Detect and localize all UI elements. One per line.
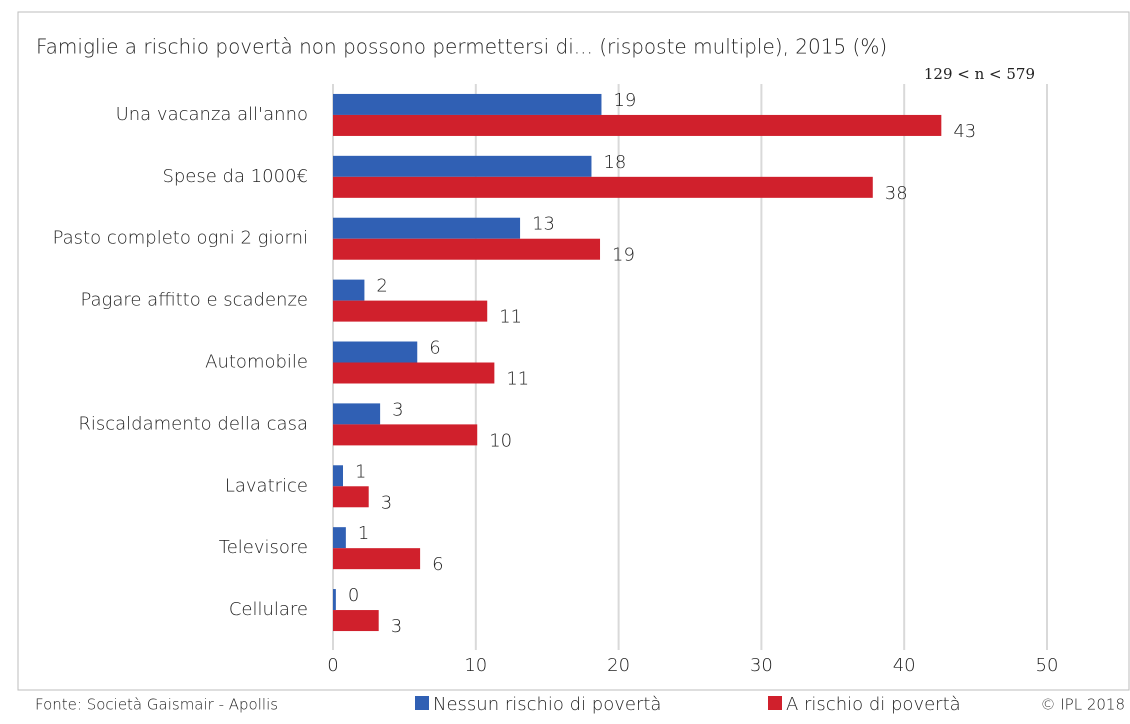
- bar: [333, 217, 521, 239]
- bar: [333, 610, 379, 632]
- legend-swatch: [768, 696, 782, 710]
- bar: [333, 465, 343, 487]
- x-tick-label: 30: [750, 655, 773, 676]
- y-tick-label: Spese da 1000€: [162, 166, 308, 187]
- bar: [333, 548, 421, 570]
- chart-title: Famiglie a rischio povertà non possono p…: [36, 35, 887, 59]
- data-label: 0: [348, 585, 359, 606]
- bar: [333, 176, 873, 198]
- bar: [333, 424, 478, 446]
- data-label: 11: [506, 369, 529, 390]
- data-label: 19: [613, 90, 636, 111]
- bar: [333, 403, 381, 425]
- y-tick-label: Lavatrice: [225, 475, 308, 496]
- bar: [333, 279, 365, 301]
- copyright: © IPL 2018: [1040, 696, 1125, 714]
- data-label: 6: [432, 554, 443, 575]
- bar: [333, 155, 592, 177]
- data-label: 3: [381, 492, 392, 513]
- data-label: 1: [355, 461, 366, 482]
- data-label: 3: [392, 399, 403, 420]
- data-label: 6: [429, 338, 440, 359]
- y-tick-label: Cellulare: [229, 599, 308, 620]
- y-tick-label: Riscaldamento della casa: [78, 413, 308, 434]
- y-tick-label: Pasto completo ogni 2 giorni: [53, 228, 308, 249]
- data-label: 2: [376, 276, 387, 297]
- bar: [333, 589, 336, 611]
- data-label: 43: [953, 121, 976, 142]
- frame: [17, 11, 1130, 691]
- data-label: 10: [489, 430, 512, 451]
- source: Fonte: Società Gaismair - Apollis: [35, 696, 278, 714]
- data-label: 19: [612, 245, 635, 266]
- y-tick-label: Televisore: [219, 537, 308, 558]
- bar: [333, 300, 488, 322]
- data-label: 3: [391, 616, 402, 637]
- data-label: 11: [499, 307, 522, 328]
- x-tick-label: 20: [607, 655, 630, 676]
- legend-label: Nessun rischio di povertà: [433, 694, 661, 715]
- x-tick-label: 40: [893, 655, 916, 676]
- data-label: 1: [358, 523, 369, 544]
- y-tick-label: Automobile: [205, 352, 308, 373]
- x-tick-label: 10: [464, 655, 487, 676]
- note: 129 < n < 579: [924, 65, 1035, 83]
- data-label: 13: [532, 214, 555, 235]
- bar: [333, 527, 346, 549]
- x-tick-label: 0: [327, 655, 338, 676]
- bar: [333, 114, 942, 136]
- legend-label: A rischio di povertà: [786, 694, 961, 715]
- y-tick-label: Una vacanza all'anno: [116, 104, 308, 125]
- bar: [333, 238, 601, 260]
- bar: [333, 486, 369, 508]
- y-tick-label: Pagare affitto e scadenze: [80, 290, 308, 311]
- data-label: 18: [603, 152, 626, 173]
- legend-swatch: [415, 696, 429, 710]
- bar: [333, 93, 602, 115]
- data-label: 38: [885, 183, 908, 204]
- x-tick-label: 50: [1036, 655, 1059, 676]
- bar: [333, 362, 495, 384]
- bar: [333, 341, 418, 363]
